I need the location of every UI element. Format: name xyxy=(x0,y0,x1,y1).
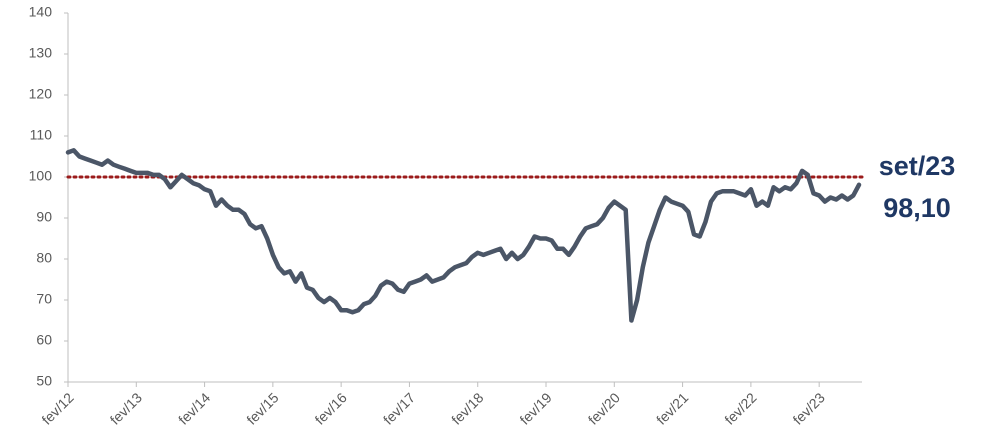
x-tick-label: fev/20 xyxy=(585,389,623,427)
y-tick-label: 90 xyxy=(36,209,52,225)
y-tick-label: 100 xyxy=(29,168,53,184)
y-tick-label: 130 xyxy=(29,45,53,61)
y-tick-label: 120 xyxy=(29,86,53,102)
x-tick-label: fev/16 xyxy=(312,389,350,427)
x-tick-label: fev/14 xyxy=(175,389,213,427)
x-tick-label: fev/17 xyxy=(380,389,418,427)
x-tick-label: fev/22 xyxy=(721,389,759,427)
x-tick-label: fev/12 xyxy=(38,389,76,427)
y-tick-label: 50 xyxy=(36,373,52,389)
y-tick-label: 70 xyxy=(36,291,52,307)
x-tick-label: fev/15 xyxy=(243,389,281,427)
y-tick-label: 140 xyxy=(29,4,53,20)
annotation-value: 98,10 xyxy=(883,193,951,223)
y-tick-label: 80 xyxy=(36,250,52,266)
x-tick-label: fev/21 xyxy=(653,389,691,427)
x-tick-label: fev/23 xyxy=(790,389,828,427)
x-tick-label: fev/13 xyxy=(107,389,145,427)
x-tick-label: fev/18 xyxy=(448,389,486,427)
annotation-date: set/23 xyxy=(879,151,956,181)
x-tick-label: fev/19 xyxy=(516,389,554,427)
y-tick-label: 60 xyxy=(36,332,52,348)
y-tick-label: 110 xyxy=(30,127,53,143)
data-line xyxy=(65,148,862,323)
